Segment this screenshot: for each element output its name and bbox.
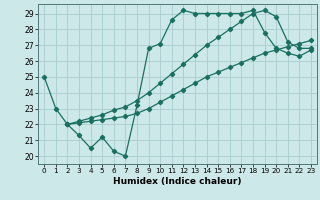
X-axis label: Humidex (Indice chaleur): Humidex (Indice chaleur) <box>113 177 242 186</box>
